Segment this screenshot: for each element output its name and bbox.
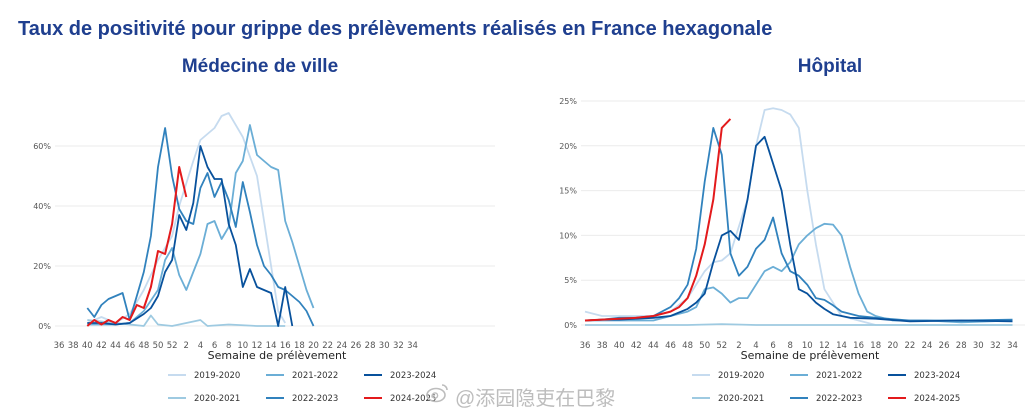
legend-label: 2021-2022	[292, 371, 338, 381]
x-tick-label: 6	[212, 341, 217, 351]
legend-label: 2019-2020	[194, 371, 240, 381]
x-tick-label: 52	[167, 341, 178, 351]
series-line-2019-2020	[86, 112, 286, 324]
x-tick-label: 18	[294, 341, 305, 351]
series-line-2021-2022	[87, 124, 315, 326]
y-tick-label: 5%	[564, 276, 577, 285]
y-tick-label: 25%	[559, 97, 577, 106]
x-tick-label: 18	[870, 341, 881, 351]
x-tick-label: 30	[973, 341, 984, 351]
y-tick-label: 60%	[33, 142, 51, 151]
series-line-2024-2025	[86, 166, 188, 327]
line-chart-hopital: 0%5%10%15%20%25%36 38 40 42 44 46 48 50 52 2 4 6 8 10…	[559, 97, 1025, 404]
x-tick-label: 2	[736, 341, 741, 351]
x-tick-label: 22	[322, 341, 333, 351]
x-tick-label: 46	[124, 341, 135, 351]
x-tick-label: 50	[699, 341, 710, 351]
x-tick-label: 44	[648, 341, 659, 351]
series-line-2020-2021	[585, 323, 1013, 326]
x-tick-label: 10	[237, 341, 248, 351]
y-tick-label: 0%	[564, 321, 577, 330]
legend-label: 2022-2023	[816, 394, 862, 404]
legend-label: 2022-2023	[292, 394, 338, 404]
x-tick-label: 14	[836, 341, 847, 351]
series-line-2023-2024	[584, 135, 1013, 323]
x-tick-label: 26	[351, 341, 362, 351]
x-tick-label: 2	[184, 341, 189, 351]
x-tick-label: 10	[802, 341, 813, 351]
legend-label: 2020-2021	[194, 394, 240, 404]
x-tick-label: 8	[226, 341, 231, 351]
y-tick-label: 15%	[559, 187, 577, 196]
x-tick-label: 46	[665, 341, 676, 351]
x-tick-label: 38	[68, 341, 79, 351]
x-tick-label: 8	[787, 341, 792, 351]
x-tick-label: 40	[614, 341, 625, 351]
series-line-2020-2021	[87, 314, 286, 327]
x-tick-label: 30	[379, 341, 390, 351]
series-line-2022-2023	[86, 127, 315, 327]
legend-label: 2021-2022	[816, 371, 862, 381]
x-tick-label: 28	[956, 341, 967, 351]
x-tick-label: 48	[138, 341, 149, 351]
x-tick-label: 52	[716, 341, 727, 351]
series-line-2019-2020	[584, 107, 1013, 326]
x-tick-label: 40	[82, 341, 93, 351]
x-tick-label: 12	[819, 341, 830, 351]
series-line-2022-2023	[584, 127, 1013, 322]
line-chart-medecine-de-ville: 0%20%40%60%36 38 40 42 44 46 48 50 52 2 4 6 8 10 12 14 1…	[33, 112, 495, 404]
x-tick-label: 34	[1007, 341, 1018, 351]
x-axis-label: Semaine de prélèvement	[208, 349, 347, 362]
x-tick-label: 6	[770, 341, 775, 351]
x-tick-label: 28	[365, 341, 376, 351]
y-tick-label: 20%	[559, 142, 577, 151]
chart-title: Hôpital	[797, 56, 863, 77]
x-tick-label: 24	[336, 341, 347, 351]
legend-label: 2020-2021	[718, 394, 764, 404]
x-tick-label: 20	[887, 341, 898, 351]
chart-title: Médecine de ville	[181, 56, 339, 77]
x-tick-label: 24	[922, 341, 933, 351]
x-tick-label: 38	[597, 341, 608, 351]
x-tick-label: 22	[904, 341, 915, 351]
x-axis-label: Semaine de prélèvement	[741, 349, 880, 362]
x-tick-label: 32	[990, 341, 1001, 351]
x-tick-label: 44	[110, 341, 121, 351]
x-tick-label: 4	[198, 341, 203, 351]
x-tick-label: 48	[682, 341, 693, 351]
x-tick-label: 14	[266, 341, 277, 351]
x-tick-label: 16	[853, 341, 864, 351]
series-line-2024-2025	[584, 118, 732, 322]
x-tick-label: 34	[407, 341, 418, 351]
y-tick-label: 20%	[33, 262, 51, 271]
legend-label: 2024-2025	[390, 394, 436, 404]
x-tick-label: 26	[939, 341, 950, 351]
weibo-icon	[426, 384, 448, 403]
series-line-2021-2022	[585, 222, 1013, 324]
x-tick-label: 16	[280, 341, 291, 351]
chart-panel-hopital: Hôpital 0% 5% 10% 15% 20% 25% 36 38 40 42 44 46 48 50…	[520, 50, 1025, 415]
y-tick-label: 0%	[38, 322, 51, 331]
x-tick-label: 42	[96, 341, 107, 351]
x-tick-label: 36	[580, 341, 591, 351]
y-tick-label: 10%	[559, 231, 577, 240]
x-tick-label: 42	[631, 341, 642, 351]
x-tick-label: 32	[393, 341, 404, 351]
legend-label: 2023-2024	[914, 371, 960, 381]
page-title: Taux de positivité pour grippe des prélè…	[18, 18, 773, 40]
legend-label: 2024-2025	[914, 394, 960, 404]
series-line-2023-2024	[87, 145, 294, 327]
x-tick-label: 12	[252, 341, 263, 351]
legend-label: 2023-2024	[390, 371, 436, 381]
chart-panel-medecine-de-ville: Médecine de ville 0% 20% 40% 60% 36 38 40 42 44 4…	[0, 50, 505, 415]
x-tick-label: 4	[753, 341, 758, 351]
x-tick-label: 20	[308, 341, 319, 351]
x-tick-label: 36	[54, 341, 65, 351]
x-tick-label: 50	[153, 341, 164, 351]
legend-label: 2019-2020	[718, 371, 764, 381]
y-tick-label: 40%	[33, 202, 51, 211]
watermark-text: @添园隐吏在巴黎	[455, 388, 616, 410]
